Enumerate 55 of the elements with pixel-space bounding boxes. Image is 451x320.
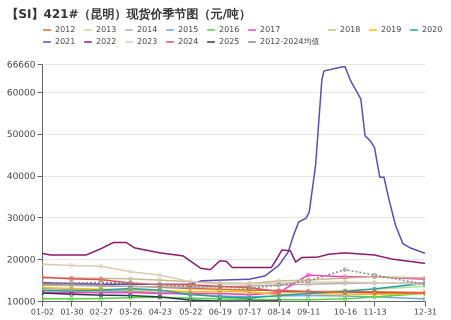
point [306,297,311,301]
legend-label: 2022 [96,37,116,46]
x-tick-label: 08-14 [268,308,291,316]
point [69,296,74,301]
legend-label: 2023 [137,37,158,46]
legend-label: 2017 [260,25,280,34]
chart-title: 【SI】421#（昆明）现货价季节图（元/吨） [6,7,251,21]
point [157,278,162,282]
x-tick-label: 01-30 [60,308,84,316]
legend-label: 2015 [178,25,198,34]
point [98,264,104,269]
x-tick-label: 11-13 [363,308,387,316]
point [98,280,104,285]
y-tick-label: 60000 [6,88,36,98]
x-tick-label: 10-16 [334,308,358,316]
x-tick-label: 09-11 [297,308,320,316]
x-tick-label: 04-23 [148,308,172,316]
x-tick-label: 07-17 [238,308,262,316]
legend-label: 2016 [219,25,240,34]
x-tick-label: 12-31 [414,308,438,316]
y-tick-label: 10000 [6,298,36,308]
point [69,263,74,268]
legend-label: 2018 [340,25,360,34]
legend-label: 2019 [381,25,402,34]
point [128,269,133,274]
y-tick-label: 50000 [6,130,36,140]
legend-label: 2025 [219,37,240,46]
y-tick-label: 20000 [6,256,36,266]
y-tick-label: 66660 [6,60,36,70]
point [342,267,348,272]
point [98,296,104,301]
legend-label: 2020 [422,25,442,34]
point [157,272,162,278]
x-tick-label: 03-26 [119,308,143,316]
point [342,296,348,301]
x-tick-label: 06-19 [208,308,232,316]
point [217,286,222,292]
y-tick-label: 40000 [6,172,36,182]
legend-label: 2024 [178,37,198,46]
line-series [42,66,425,286]
legend-label: 2012-2024均值 [260,37,320,46]
point [128,276,133,282]
y-tick-label: 30000 [6,214,36,224]
point [306,272,311,278]
x-tick-label: 01-02 [30,308,54,316]
point [128,293,133,298]
point [98,292,104,298]
legend-label: 2021 [55,37,76,46]
legend-label: 2012 [55,25,76,34]
x-tick-label: 05-22 [179,308,202,316]
line-series [42,242,425,270]
x-tick-label: 02-27 [90,308,114,316]
legend-label: 2014 [137,25,158,34]
point [128,295,133,300]
legend-label: 2013 [96,25,116,34]
